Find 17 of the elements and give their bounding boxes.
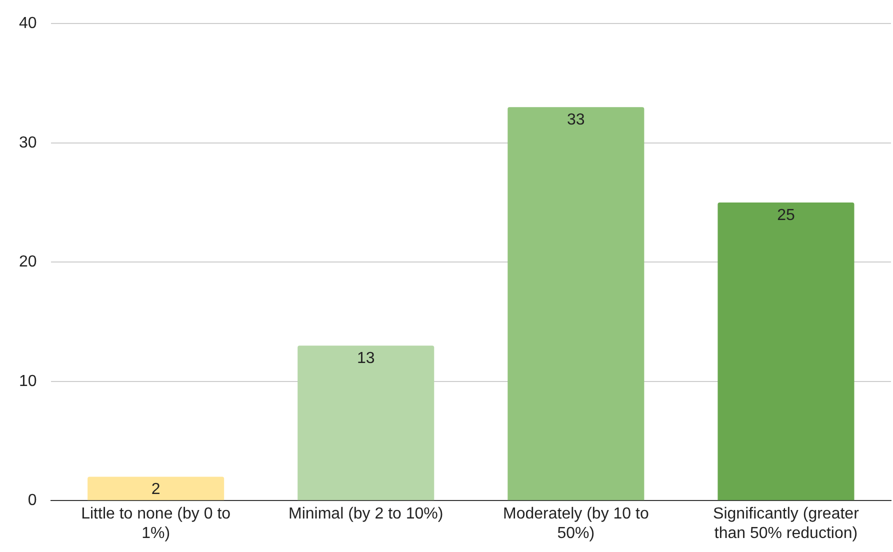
x-tick-label: Moderately (by 10 to 50%) bbox=[502, 506, 649, 542]
bar bbox=[508, 107, 644, 500]
x-tick-label: Little to none (by 0 to 1%) bbox=[81, 506, 231, 542]
data-label: 13 bbox=[356, 350, 375, 367]
data-label: 25 bbox=[777, 206, 795, 224]
data-label: 2 bbox=[151, 481, 160, 498]
data-label: 33 bbox=[567, 111, 585, 128]
y-tick-label: 0 bbox=[28, 492, 37, 510]
bar bbox=[718, 202, 854, 500]
bar bbox=[88, 476, 224, 500]
y-tick-label: 20 bbox=[19, 254, 37, 271]
x-tick-label: Significantly (greater than 50% reduction) bbox=[713, 506, 860, 542]
y-tick-label: 30 bbox=[19, 134, 37, 152]
y-tick-label: 40 bbox=[19, 15, 37, 32]
y-tick-label: 10 bbox=[19, 372, 37, 390]
x-tick-label: Minimal (by 2 to 10%) bbox=[288, 506, 444, 523]
bar bbox=[298, 346, 434, 500]
